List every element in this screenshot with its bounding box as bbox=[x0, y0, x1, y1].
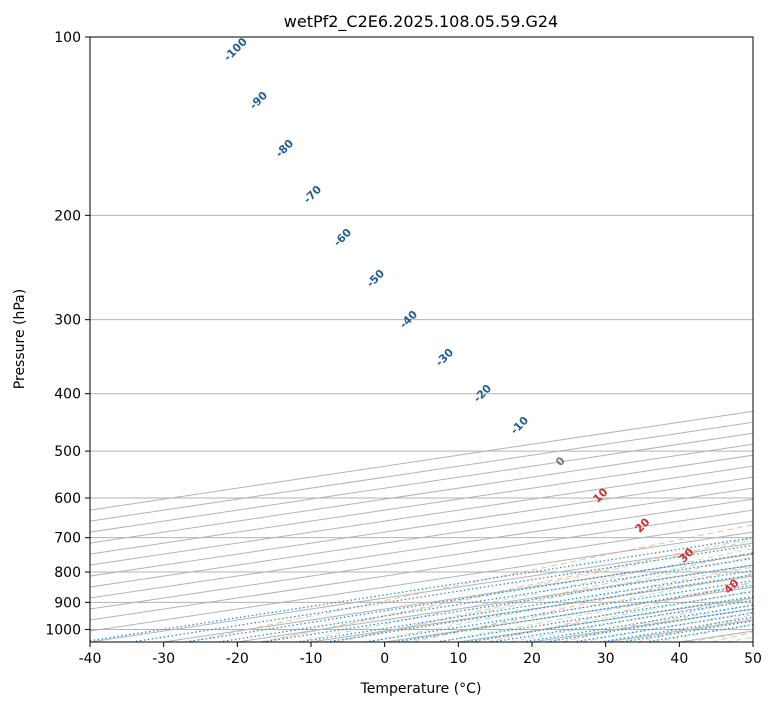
isotherm-line bbox=[90, 476, 753, 577]
moist-adiabat-line bbox=[403, 573, 753, 642]
mixing-ratio-line bbox=[546, 608, 753, 642]
x-tick-label: -10 bbox=[300, 651, 323, 667]
isotherm-line bbox=[90, 531, 753, 632]
y-axis: 100 200 300 400 500 600 700 800 900 1000 bbox=[45, 30, 90, 638]
x-tick-label: 0 bbox=[380, 651, 389, 667]
isotherm-line bbox=[90, 520, 753, 621]
isotherm-line bbox=[752, 641, 753, 642]
mixing-ratio-line bbox=[467, 595, 753, 642]
y-tick-label: 300 bbox=[54, 313, 81, 329]
y-tick-label: 500 bbox=[54, 444, 81, 460]
x-tick-label: -30 bbox=[152, 651, 175, 667]
mixing-ratio-line bbox=[185, 552, 753, 642]
mixing-ratio-line bbox=[492, 599, 753, 642]
isotherm-line bbox=[90, 454, 753, 555]
mixing-ratio-line bbox=[218, 557, 753, 642]
mixing-ratio-line bbox=[522, 604, 753, 642]
dry-adiabat-line bbox=[412, 566, 753, 642]
dry-adiabat-line bbox=[263, 537, 753, 642]
x-tick-label: 30 bbox=[597, 651, 615, 667]
y-tick-label: 600 bbox=[54, 491, 81, 507]
y-axis-label: Pressure (hPa) bbox=[12, 289, 28, 389]
moist-adiabat-line bbox=[296, 548, 753, 642]
x-tick-label: 50 bbox=[744, 651, 762, 667]
x-tick-label: 10 bbox=[449, 651, 467, 667]
x-tick-label: -40 bbox=[79, 651, 102, 667]
y-tick-label: 700 bbox=[54, 531, 81, 547]
y-tick-label: 100 bbox=[54, 30, 81, 46]
isotherm-line bbox=[90, 443, 753, 544]
x-tick-label: -20 bbox=[226, 651, 249, 667]
x-tick-label: 40 bbox=[670, 651, 688, 667]
isotherm-line bbox=[90, 487, 753, 588]
plot-frame bbox=[89, 36, 754, 643]
moist-adiabat-line bbox=[473, 590, 753, 642]
y-tick-label: 800 bbox=[54, 565, 81, 581]
background-lines bbox=[90, 37, 753, 642]
x-tick-label: 20 bbox=[523, 651, 541, 667]
x-axis-label: Temperature (°C) bbox=[360, 681, 482, 697]
isotherm-line bbox=[90, 509, 753, 610]
y-tick-label: 400 bbox=[54, 387, 81, 403]
isotherm-line bbox=[90, 465, 753, 566]
chart-title: wetPf2_C2E6.2025.108.05.59.G24 bbox=[284, 12, 558, 32]
x-axis: -40 -30 -20 -10 0 10 20 30 40 50 bbox=[79, 642, 762, 667]
y-tick-label: 1000 bbox=[45, 622, 81, 638]
mixing-ratio-line bbox=[131, 544, 753, 642]
dry-adiabat-line bbox=[487, 581, 753, 642]
y-tick-label: 200 bbox=[54, 208, 81, 224]
mixing-ratio-line bbox=[90, 537, 753, 642]
moist-adiabat-line bbox=[332, 556, 753, 642]
plot-background bbox=[90, 37, 753, 642]
isotherm-line bbox=[90, 498, 753, 599]
mixing-ratio-line bbox=[572, 612, 753, 642]
y-tick-label: 900 bbox=[54, 595, 81, 611]
dry-adiabat-line bbox=[188, 524, 753, 642]
